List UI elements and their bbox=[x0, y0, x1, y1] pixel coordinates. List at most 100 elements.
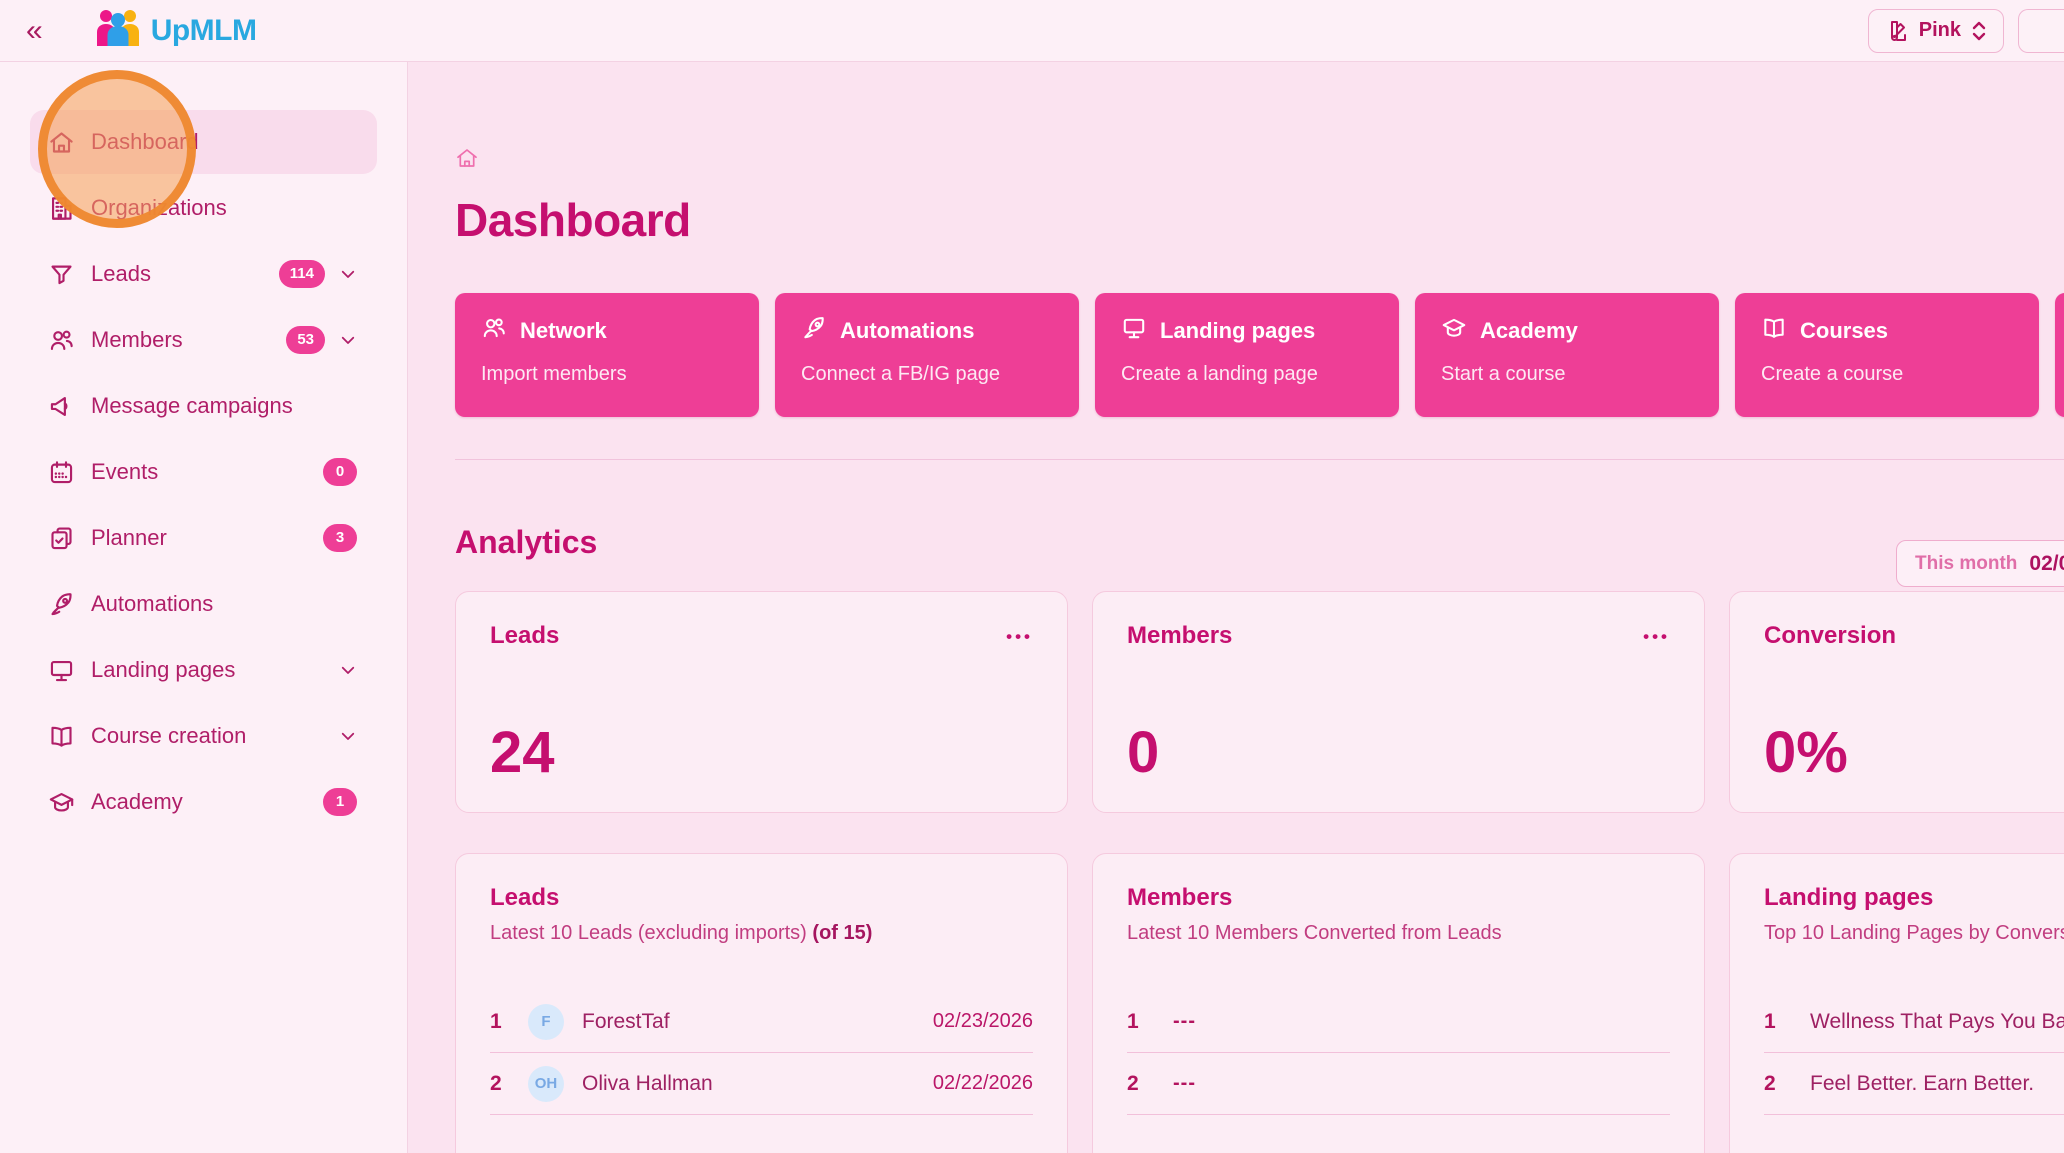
stat-value: 0% bbox=[1764, 720, 1848, 785]
quick-action-courses[interactable]: Courses Create a course bbox=[1735, 293, 2039, 417]
chevron-up-down-icon bbox=[1971, 20, 1987, 42]
header-button-partial[interactable] bbox=[2018, 8, 2064, 53]
lead-date: 02/23/2026 bbox=[932, 1010, 1033, 1032]
building-icon bbox=[48, 194, 76, 222]
lead-row[interactable]: 1 F ForestTaf 02/23/2026 bbox=[490, 991, 1033, 1053]
sidebar-item-academy[interactable]: Academy 1 bbox=[30, 770, 377, 834]
sidebar-item-label: Leads bbox=[91, 261, 151, 286]
stat-card-conversion: Conversion 0% bbox=[1729, 591, 2064, 813]
sidebar-item-label: Course creation bbox=[91, 723, 247, 748]
row-index: 2 bbox=[490, 1071, 502, 1095]
sidebar-item-message-campaigns[interactable]: Message campaigns bbox=[30, 374, 377, 438]
sidebar-item-events[interactable]: Events 0 bbox=[30, 440, 377, 504]
quick-action-subtitle: Start a course bbox=[1441, 363, 1566, 385]
sidebar-item-organizations[interactable]: Organizations bbox=[30, 176, 377, 240]
analytics-section-title: Analytics bbox=[455, 524, 598, 560]
chevron-down-icon[interactable] bbox=[339, 727, 357, 745]
sidebar-item-members[interactable]: Members 53 bbox=[30, 308, 377, 372]
list-subtitle: Latest 10 Members Converted from Leads bbox=[1127, 922, 1502, 944]
landing-page-row[interactable]: 2 Feel Better. Earn Better. bbox=[1764, 1053, 2064, 1115]
landing-pages-list-card: Landing pages Top 10 Landing Pages by Co… bbox=[1729, 853, 2064, 1153]
sidebar-item-course-creation[interactable]: Course creation bbox=[30, 704, 377, 768]
lead-name: Oliva Hallman bbox=[582, 1071, 713, 1095]
megaphone-icon bbox=[48, 392, 76, 420]
landing-page-name: Feel Better. Earn Better. bbox=[1810, 1071, 2035, 1095]
quick-action-network[interactable]: Network Import members bbox=[455, 293, 759, 417]
stat-card-leads: Leads ••• 24 bbox=[455, 591, 1068, 813]
sidebar-item-label: Planner bbox=[91, 525, 167, 550]
rocket-icon bbox=[801, 315, 827, 346]
quick-action-automations[interactable]: Automations Connect a FB/IG page bbox=[775, 293, 1079, 417]
more-menu-icon[interactable]: ••• bbox=[1006, 627, 1033, 646]
stat-value: 0 bbox=[1127, 720, 1160, 785]
members-list-card: Members Latest 10 Members Converted from… bbox=[1092, 853, 1705, 1153]
row-index: 1 bbox=[1127, 1009, 1139, 1033]
chevron-down-icon[interactable] bbox=[339, 661, 357, 679]
sidebar-item-landing-pages[interactable]: Landing pages bbox=[30, 638, 377, 702]
period-value: 02/0 bbox=[2029, 551, 2064, 575]
app-logo[interactable]: UpMLM bbox=[95, 8, 257, 53]
sidebar-item-label: Events bbox=[91, 459, 159, 484]
stat-title: Members bbox=[1127, 622, 1233, 649]
chevron-down-icon[interactable] bbox=[339, 265, 357, 283]
lead-row[interactable]: 2 OH Oliva Hallman 02/22/2026 bbox=[490, 1053, 1033, 1115]
quick-action-title: Network bbox=[520, 317, 607, 343]
theme-name: Pink bbox=[1918, 19, 1961, 41]
stat-title: Conversion bbox=[1764, 622, 1897, 649]
quick-action-title: Academy bbox=[1480, 317, 1578, 343]
row-index: 2 bbox=[1127, 1071, 1139, 1095]
stat-title: Leads bbox=[490, 622, 560, 649]
row-index: 1 bbox=[490, 1009, 502, 1033]
page-title: Dashboard bbox=[455, 194, 691, 246]
quick-action-subtitle: Create a course bbox=[1761, 363, 1904, 385]
list-cards-row: Leads Latest 10 Leads (excluding imports… bbox=[455, 853, 2064, 1153]
book-icon bbox=[1761, 315, 1787, 346]
quick-action-landing-pages[interactable]: Landing pages Create a landing page bbox=[1095, 293, 1399, 417]
home-icon bbox=[48, 128, 76, 156]
period-label: This month bbox=[1915, 552, 2018, 574]
stat-value: 24 bbox=[490, 720, 555, 785]
book-icon bbox=[48, 722, 76, 750]
sidebar-item-planner[interactable]: Planner 3 bbox=[30, 506, 377, 570]
sidebar-item-leads[interactable]: Leads 114 bbox=[30, 242, 377, 306]
swatchbook-icon bbox=[1885, 19, 1909, 43]
quick-action-partial[interactable] bbox=[2055, 293, 2064, 417]
sidebar-item-dashboard[interactable]: Dashboard bbox=[30, 110, 377, 174]
graduation-cap-icon bbox=[48, 788, 76, 816]
users-icon bbox=[481, 315, 507, 346]
chevron-down-icon[interactable] bbox=[339, 331, 357, 349]
count-badge: 53 bbox=[286, 326, 325, 354]
member-row: 2 --- bbox=[1127, 1053, 1670, 1115]
sidebar-item-label: Automations bbox=[91, 591, 214, 616]
more-menu-icon[interactable]: ••• bbox=[1643, 627, 1670, 646]
row-index: 2 bbox=[1764, 1071, 1776, 1095]
sidebar-item-automations[interactable]: Automations bbox=[30, 572, 377, 636]
sidebar-item-label: Message campaigns bbox=[91, 393, 293, 418]
list-title: Landing pages bbox=[1764, 884, 1934, 911]
list-title: Leads bbox=[490, 884, 560, 911]
quick-action-title: Landing pages bbox=[1160, 317, 1316, 343]
count-badge: 114 bbox=[278, 260, 325, 288]
list-title: Members bbox=[1127, 884, 1233, 911]
people-logo-icon bbox=[95, 8, 141, 53]
sidebar-item-label: Dashboard bbox=[91, 129, 199, 154]
member-placeholder: --- bbox=[1173, 1072, 1196, 1094]
sidebar-item-label: Landing pages bbox=[91, 657, 236, 682]
quick-action-academy[interactable]: Academy Start a course bbox=[1415, 293, 1719, 417]
rocket-icon bbox=[48, 590, 76, 618]
period-selector[interactable]: This month 02/0 bbox=[1896, 540, 2064, 587]
avatar: F bbox=[528, 1003, 564, 1040]
calendar-icon bbox=[48, 458, 76, 486]
sidebar-collapse-button[interactable]: « bbox=[26, 13, 43, 47]
landing-page-row[interactable]: 1 Wellness That Pays You Back bbox=[1764, 991, 2064, 1053]
sidebar-item-label: Organizations bbox=[91, 195, 227, 220]
quick-action-subtitle: Create a landing page bbox=[1121, 363, 1318, 385]
row-index: 1 bbox=[1764, 1009, 1776, 1033]
users-icon bbox=[48, 326, 76, 354]
breadcrumb-home-icon[interactable] bbox=[455, 146, 479, 170]
quick-action-subtitle: Connect a FB/IG page bbox=[801, 363, 1001, 385]
theme-selector-button[interactable]: Pink bbox=[1867, 8, 2004, 53]
sidebar-item-label: Academy bbox=[91, 789, 183, 814]
planner-icon bbox=[48, 524, 76, 552]
